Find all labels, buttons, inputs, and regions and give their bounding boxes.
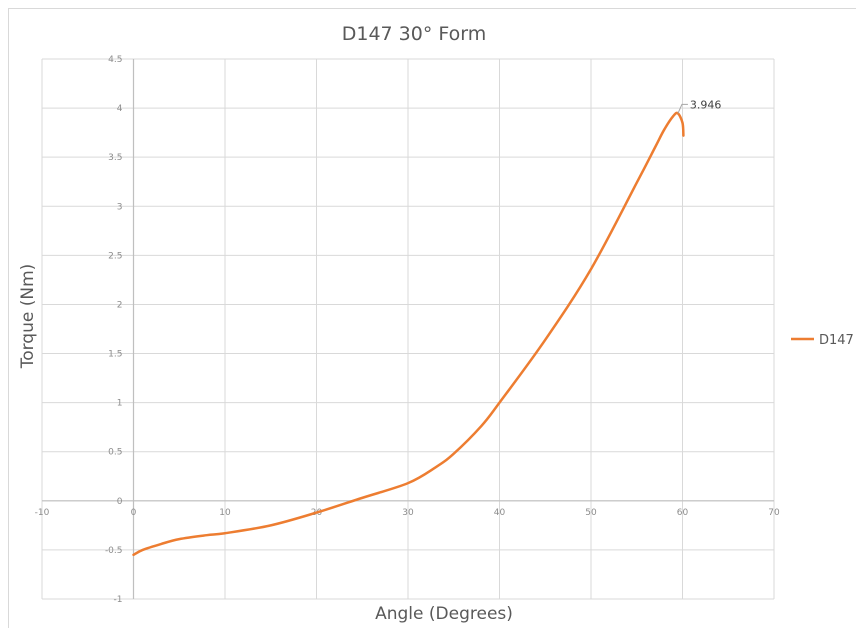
series-line-d147 bbox=[132, 111, 685, 557]
y-tick-label: 1.5 bbox=[108, 350, 122, 360]
annotation-leader-line bbox=[677, 103, 688, 114]
legend-label: D147 bbox=[819, 333, 854, 348]
x-tick-label: 0 bbox=[131, 508, 137, 518]
x-tick-label: 10 bbox=[219, 508, 231, 518]
y-tick-label: 4 bbox=[117, 104, 123, 114]
annotations: 3.946 bbox=[677, 98, 722, 114]
chart-area: -10 0 10 20 30 40 50 60 70 -1 -0.5 0 0.5 1 1.5 2 2.5 3 3.5… bbox=[8, 8, 856, 628]
y-tick-label: 3.5 bbox=[108, 153, 122, 163]
x-tick-label: 60 bbox=[677, 508, 689, 518]
x-tick-label: -10 bbox=[35, 508, 50, 518]
x-tick-label: 50 bbox=[585, 508, 597, 518]
x-axis-title: Angle (Degrees) bbox=[375, 604, 513, 624]
y-tick-label: 1 bbox=[117, 399, 123, 409]
tick-labels: -10 0 10 20 30 40 50 60 70-1-0.500.511.522.533.5… bbox=[35, 55, 780, 605]
chart-svg: -10 0 10 20 30 40 50 60 70-1-0.500.511.522.533.5… bbox=[18, 23, 854, 624]
y-tick-label: 3 bbox=[117, 202, 123, 212]
y-tick-label: 0.5 bbox=[108, 448, 122, 458]
x-tick-label: 70 bbox=[768, 508, 780, 518]
data-label: 3.946 bbox=[690, 98, 722, 111]
y-tick-label: -1 bbox=[114, 595, 123, 605]
y-axis-title: Torque (Nm) bbox=[18, 264, 38, 370]
chart-title: D147 30° Form bbox=[342, 23, 487, 45]
y-tick-label: 4.5 bbox=[108, 55, 122, 65]
y-tick-label: 2 bbox=[117, 300, 123, 310]
x-tick-label: 40 bbox=[494, 508, 506, 518]
y-tick-label: -0.5 bbox=[105, 546, 123, 556]
y-tick-label: 2.5 bbox=[108, 251, 122, 261]
legend: D147 bbox=[791, 333, 854, 348]
axes bbox=[42, 59, 774, 599]
series bbox=[132, 111, 685, 557]
x-tick-label: 30 bbox=[402, 508, 414, 518]
grid bbox=[41, 58, 775, 600]
y-tick-label: 0 bbox=[117, 497, 123, 507]
